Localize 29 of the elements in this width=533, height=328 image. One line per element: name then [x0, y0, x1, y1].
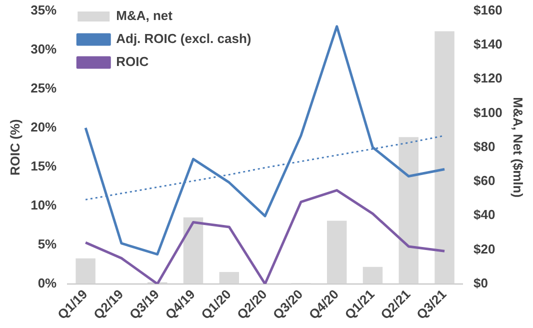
y-tick-label: 10%: [30, 197, 58, 212]
bar: [76, 258, 96, 284]
y-tick-label: 0%: [38, 276, 58, 291]
y-tick-label: 30%: [30, 41, 58, 56]
y-tick-label: 15%: [30, 158, 58, 174]
y2-tick-label: $80: [473, 138, 496, 154]
bar: [362, 266, 383, 284]
y2-axis-title: M&A, Net ($mln): [510, 97, 526, 198]
y2-tick-label: $140: [473, 36, 502, 52]
y-tick-label: 5%: [38, 236, 58, 252]
legend-label: ROIC: [116, 54, 150, 70]
y-tick-label: 35%: [30, 2, 58, 18]
bar: [398, 137, 419, 284]
y2-tick-label: $160: [473, 2, 502, 18]
y2-tick-label: $60: [473, 173, 496, 188]
y2-tick-label: $40: [473, 207, 496, 222]
bar: [326, 220, 347, 284]
y2-tick-label: $100: [473, 104, 502, 120]
y2-tick-label: $120: [473, 70, 502, 86]
y2-tick-label: $20: [473, 241, 496, 256]
y-axis-title: ROIC (%): [7, 119, 22, 176]
legend-label: M&A, net: [116, 8, 174, 24]
y2-tick-label: $0: [473, 276, 488, 291]
bar: [434, 31, 454, 284]
legend-label: Adj. ROIC (excl. cash): [116, 31, 252, 46]
y-tick-label: 25%: [30, 80, 58, 96]
bar: [219, 272, 240, 284]
y-tick-label: 20%: [30, 119, 58, 134]
bar: [183, 217, 204, 284]
